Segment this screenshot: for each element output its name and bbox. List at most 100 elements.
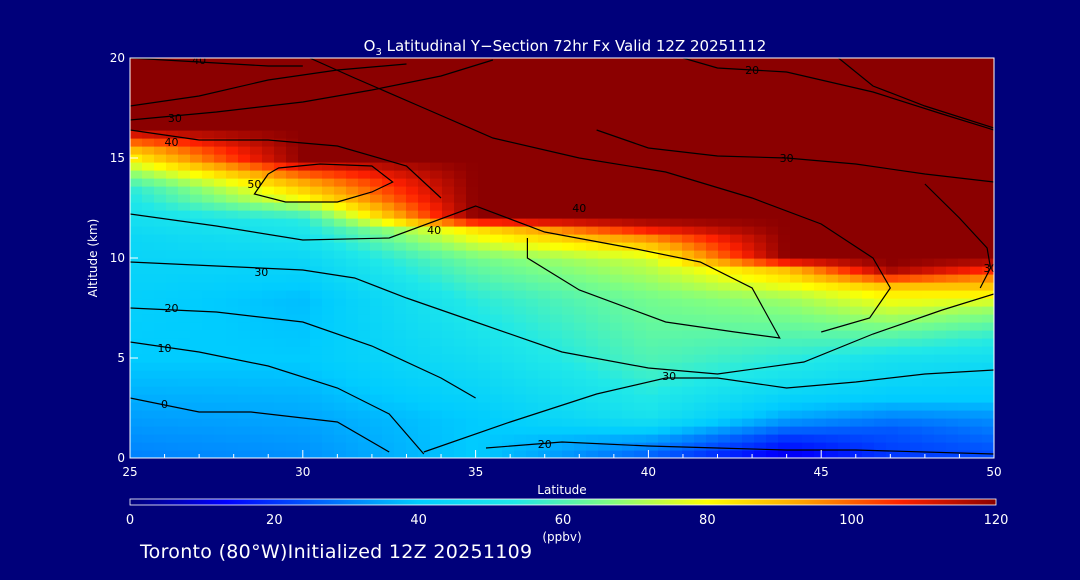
heatmap-cell	[454, 306, 467, 315]
heatmap-cell	[574, 218, 587, 227]
heatmap-cell	[730, 282, 743, 291]
heatmap-cell	[382, 274, 395, 283]
heatmap-cell	[826, 130, 839, 139]
heatmap-cell	[166, 354, 179, 363]
heatmap-cell	[718, 314, 731, 323]
heatmap-cell	[442, 418, 455, 427]
heatmap-cell	[394, 338, 407, 347]
heatmap-cell	[850, 66, 863, 75]
heatmap-cell	[346, 266, 359, 275]
heatmap-cell	[706, 362, 719, 371]
heatmap-cell	[658, 106, 671, 115]
heatmap-cell	[226, 218, 239, 227]
heatmap-cell	[634, 98, 647, 107]
heatmap-cell	[214, 58, 227, 67]
heatmap-cell	[286, 282, 299, 291]
heatmap-cell	[526, 146, 539, 155]
heatmap-cell	[706, 282, 719, 291]
heatmap-cell	[550, 114, 563, 123]
heatmap-cell	[382, 178, 395, 187]
heatmap-cell	[634, 106, 647, 115]
heatmap-cell	[478, 202, 491, 211]
heatmap-cell	[742, 202, 755, 211]
heatmap-cell	[214, 426, 227, 435]
heatmap-cell	[490, 258, 503, 267]
heatmap-cell	[346, 186, 359, 195]
heatmap-cell	[754, 378, 767, 387]
heatmap-cell	[754, 354, 767, 363]
heatmap-cell	[658, 58, 671, 67]
heatmap-cell	[334, 82, 347, 91]
heatmap-cell	[166, 82, 179, 91]
heatmap-cell	[706, 338, 719, 347]
heatmap-cell	[706, 106, 719, 115]
heatmap-cell	[502, 290, 515, 299]
heatmap-cell	[742, 442, 755, 451]
heatmap-cell	[694, 130, 707, 139]
heatmap-cell	[862, 338, 875, 347]
heatmap-cell	[670, 66, 683, 75]
heatmap-cell	[190, 402, 203, 411]
heatmap-cell	[694, 154, 707, 163]
heatmap-cell	[454, 370, 467, 379]
heatmap-cell	[190, 306, 203, 315]
heatmap-cell	[226, 146, 239, 155]
heatmap-cell	[274, 322, 287, 331]
heatmap-cell	[514, 66, 527, 75]
heatmap-cell	[874, 250, 887, 259]
heatmap-cell	[790, 194, 803, 203]
heatmap-cell	[790, 322, 803, 331]
heatmap-cell	[382, 162, 395, 171]
heatmap-cell	[970, 194, 983, 203]
heatmap-cell	[754, 194, 767, 203]
heatmap-cell	[466, 346, 479, 355]
heatmap-cell	[946, 250, 959, 259]
heatmap-cell	[226, 242, 239, 251]
heatmap-cell	[154, 338, 167, 347]
heatmap-cell	[154, 322, 167, 331]
heatmap-cell	[550, 98, 563, 107]
heatmap-cell	[826, 362, 839, 371]
heatmap-cell	[730, 122, 743, 131]
heatmap-cell	[634, 290, 647, 299]
heatmap-cell	[910, 346, 923, 355]
heatmap-cell	[658, 82, 671, 91]
heatmap-cell	[514, 58, 527, 67]
heatmap-cell	[934, 354, 947, 363]
heatmap-cell	[154, 250, 167, 259]
heatmap-cell	[478, 442, 491, 451]
heatmap-cell	[214, 290, 227, 299]
heatmap-cell	[826, 450, 839, 458]
heatmap-cell	[958, 290, 971, 299]
heatmap-cell	[178, 354, 191, 363]
heatmap-cell	[274, 154, 287, 163]
heatmap-cell	[634, 194, 647, 203]
heatmap-cell	[442, 434, 455, 443]
heatmap-cell	[226, 274, 239, 283]
heatmap-cell	[550, 226, 563, 235]
heatmap-cell	[322, 346, 335, 355]
heatmap-cell	[178, 338, 191, 347]
heatmap-cell	[358, 314, 371, 323]
heatmap-cell	[226, 90, 239, 99]
heatmap-cell	[214, 114, 227, 123]
heatmap-cell	[406, 434, 419, 443]
heatmap-cell	[622, 130, 635, 139]
heatmap-cell	[838, 194, 851, 203]
heatmap-cell	[502, 130, 515, 139]
heatmap-cell	[778, 66, 791, 75]
heatmap-cell	[718, 298, 731, 307]
heatmap-cell	[490, 418, 503, 427]
heatmap-cell	[898, 330, 911, 339]
heatmap-cell	[790, 218, 803, 227]
heatmap-cell	[406, 146, 419, 155]
y-tick-label: 5	[117, 351, 125, 365]
heatmap-cell	[982, 242, 994, 251]
heatmap-cell	[274, 338, 287, 347]
heatmap-cell	[370, 226, 383, 235]
heatmap-cell	[514, 138, 527, 147]
heatmap-cell	[238, 338, 251, 347]
heatmap-cell	[154, 138, 167, 147]
heatmap-cell	[778, 394, 791, 403]
heatmap-cell	[574, 106, 587, 115]
